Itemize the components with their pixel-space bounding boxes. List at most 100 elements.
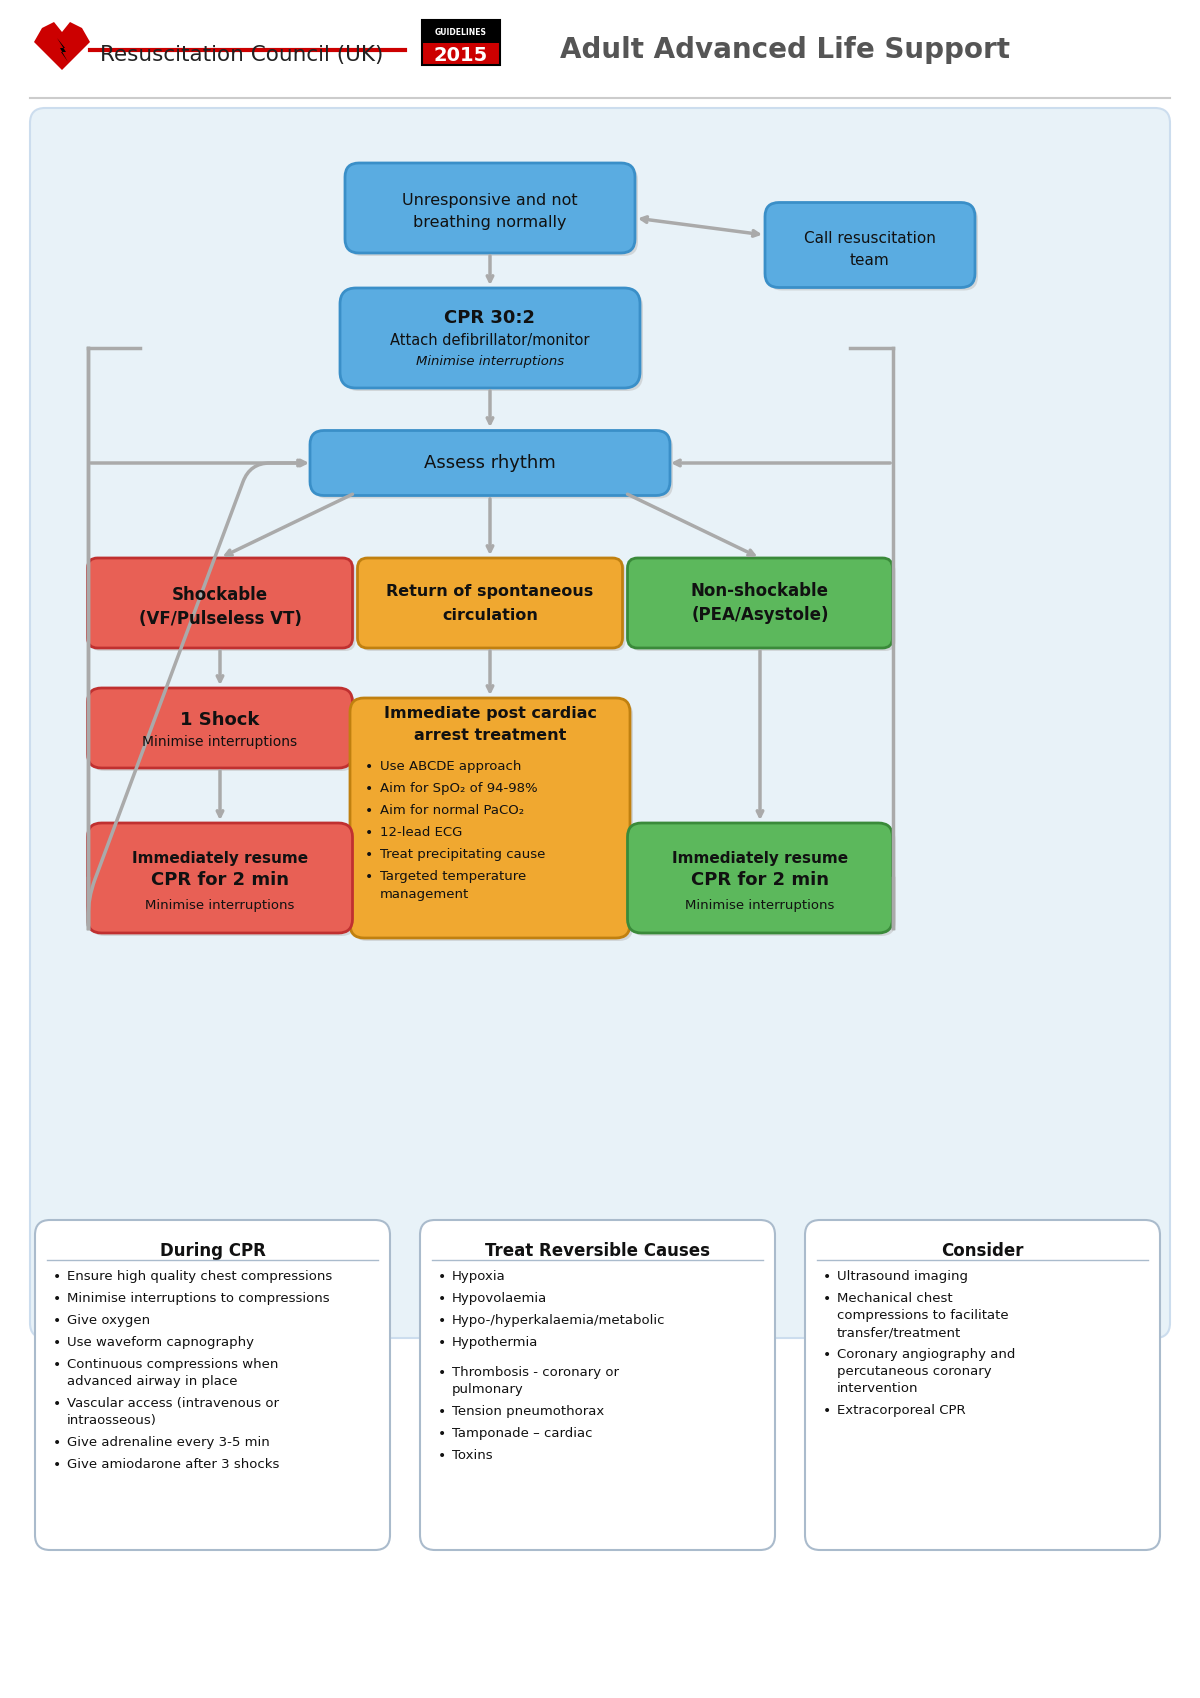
Text: CPR for 2 min: CPR for 2 min bbox=[151, 871, 289, 890]
Text: intervention: intervention bbox=[838, 1382, 918, 1396]
FancyBboxPatch shape bbox=[346, 163, 635, 253]
Text: Aim for normal PaCO₂: Aim for normal PaCO₂ bbox=[380, 803, 524, 817]
Text: intraosseous): intraosseous) bbox=[67, 1414, 157, 1426]
FancyBboxPatch shape bbox=[358, 559, 623, 649]
FancyBboxPatch shape bbox=[343, 290, 643, 391]
Text: Hypo-/hyperkalaemia/metabolic: Hypo-/hyperkalaemia/metabolic bbox=[452, 1314, 666, 1328]
Text: Unresponsive and not: Unresponsive and not bbox=[402, 192, 578, 207]
FancyBboxPatch shape bbox=[350, 698, 630, 937]
Text: Minimise interruptions: Minimise interruptions bbox=[685, 898, 835, 912]
FancyBboxPatch shape bbox=[422, 20, 500, 42]
Text: Aim for SpO₂ of 94-98%: Aim for SpO₂ of 94-98% bbox=[380, 783, 538, 795]
Text: (PEA/Asystole): (PEA/Asystole) bbox=[691, 606, 829, 623]
Text: During CPR: During CPR bbox=[160, 1241, 265, 1260]
Text: •: • bbox=[53, 1358, 61, 1372]
FancyBboxPatch shape bbox=[422, 42, 500, 65]
Text: GUIDELINES: GUIDELINES bbox=[436, 27, 487, 36]
Text: •: • bbox=[823, 1348, 832, 1362]
Text: arrest treatment: arrest treatment bbox=[414, 727, 566, 742]
Text: 2015: 2015 bbox=[434, 46, 488, 65]
Text: Tension pneumothorax: Tension pneumothorax bbox=[452, 1404, 605, 1418]
Text: compressions to facilitate: compressions to facilitate bbox=[838, 1309, 1009, 1323]
Text: Immediate post cardiac: Immediate post cardiac bbox=[384, 705, 596, 720]
FancyBboxPatch shape bbox=[348, 166, 638, 256]
FancyBboxPatch shape bbox=[628, 559, 893, 649]
Text: •: • bbox=[438, 1404, 446, 1420]
Text: •: • bbox=[823, 1292, 832, 1306]
Text: Attach defibrillator/monitor: Attach defibrillator/monitor bbox=[390, 333, 589, 348]
FancyBboxPatch shape bbox=[88, 559, 353, 649]
Text: Minimise interruptions to compressions: Minimise interruptions to compressions bbox=[67, 1292, 330, 1306]
Text: •: • bbox=[53, 1270, 61, 1284]
Text: Minimise interruptions: Minimise interruptions bbox=[143, 735, 298, 749]
Text: Tamponade – cardiac: Tamponade – cardiac bbox=[452, 1426, 593, 1440]
Text: Assess rhythm: Assess rhythm bbox=[424, 453, 556, 472]
FancyBboxPatch shape bbox=[630, 825, 895, 936]
Text: •: • bbox=[823, 1270, 832, 1284]
Text: CPR for 2 min: CPR for 2 min bbox=[691, 871, 829, 890]
Text: Use waveform capnography: Use waveform capnography bbox=[67, 1336, 254, 1348]
Text: transfer/treatment: transfer/treatment bbox=[838, 1326, 961, 1340]
FancyBboxPatch shape bbox=[353, 701, 634, 941]
Text: Hypoxia: Hypoxia bbox=[452, 1270, 505, 1284]
Text: Hypovolaemia: Hypovolaemia bbox=[452, 1292, 547, 1306]
Text: Continuous compressions when: Continuous compressions when bbox=[67, 1358, 278, 1370]
Text: •: • bbox=[365, 825, 373, 841]
Text: •: • bbox=[365, 783, 373, 796]
Text: Return of spontaneous: Return of spontaneous bbox=[386, 584, 594, 598]
Text: pulmonary: pulmonary bbox=[452, 1382, 523, 1396]
Polygon shape bbox=[58, 37, 68, 63]
Text: CPR 30:2: CPR 30:2 bbox=[444, 309, 535, 328]
Text: •: • bbox=[438, 1426, 446, 1442]
Text: Give amiodarone after 3 shocks: Give amiodarone after 3 shocks bbox=[67, 1459, 280, 1470]
FancyBboxPatch shape bbox=[310, 431, 670, 496]
Text: •: • bbox=[438, 1292, 446, 1306]
FancyBboxPatch shape bbox=[88, 688, 353, 767]
FancyBboxPatch shape bbox=[630, 560, 895, 650]
Text: Give adrenaline every 3-5 min: Give adrenaline every 3-5 min bbox=[67, 1437, 270, 1448]
Text: Call resuscitation: Call resuscitation bbox=[804, 231, 936, 246]
Text: •: • bbox=[438, 1314, 446, 1328]
FancyBboxPatch shape bbox=[768, 205, 978, 290]
Text: Ensure high quality chest compressions: Ensure high quality chest compressions bbox=[67, 1270, 332, 1284]
Text: •: • bbox=[438, 1270, 446, 1284]
Text: Treat Reversible Causes: Treat Reversible Causes bbox=[485, 1241, 710, 1260]
Text: Targeted temperature: Targeted temperature bbox=[380, 869, 527, 883]
FancyBboxPatch shape bbox=[88, 824, 353, 932]
Text: •: • bbox=[438, 1336, 446, 1350]
Text: •: • bbox=[365, 761, 373, 774]
Text: management: management bbox=[380, 888, 469, 902]
Text: Thrombosis - coronary or: Thrombosis - coronary or bbox=[452, 1365, 619, 1379]
Text: •: • bbox=[53, 1336, 61, 1350]
Text: Resuscitation Council (UK): Resuscitation Council (UK) bbox=[100, 46, 383, 65]
Text: Minimise interruptions: Minimise interruptions bbox=[145, 898, 295, 912]
Text: Toxins: Toxins bbox=[452, 1448, 493, 1462]
FancyBboxPatch shape bbox=[340, 289, 640, 389]
Text: Shockable: Shockable bbox=[172, 586, 268, 604]
Polygon shape bbox=[34, 22, 90, 70]
FancyBboxPatch shape bbox=[766, 202, 974, 287]
Text: Vascular access (intravenous or: Vascular access (intravenous or bbox=[67, 1397, 278, 1409]
Text: circulation: circulation bbox=[442, 608, 538, 623]
Text: team: team bbox=[850, 253, 890, 268]
Text: Adult Advanced Life Support: Adult Advanced Life Support bbox=[560, 36, 1010, 65]
FancyBboxPatch shape bbox=[805, 1219, 1160, 1550]
Text: •: • bbox=[365, 847, 373, 863]
Text: advanced airway in place: advanced airway in place bbox=[67, 1375, 238, 1387]
Text: •: • bbox=[823, 1404, 832, 1418]
Text: •: • bbox=[365, 869, 373, 885]
Text: Hypothermia: Hypothermia bbox=[452, 1336, 539, 1348]
Text: breathing normally: breathing normally bbox=[413, 214, 566, 229]
FancyBboxPatch shape bbox=[420, 1219, 775, 1550]
Text: Treat precipitating cause: Treat precipitating cause bbox=[380, 847, 545, 861]
Text: percutaneous coronary: percutaneous coronary bbox=[838, 1365, 991, 1379]
Text: Minimise interruptions: Minimise interruptions bbox=[416, 355, 564, 367]
Text: Non-shockable: Non-shockable bbox=[691, 582, 829, 599]
FancyBboxPatch shape bbox=[30, 109, 1170, 1338]
Text: •: • bbox=[438, 1448, 446, 1464]
Text: •: • bbox=[53, 1459, 61, 1472]
Text: 1 Shock: 1 Shock bbox=[180, 711, 259, 728]
Text: •: • bbox=[53, 1292, 61, 1306]
FancyBboxPatch shape bbox=[628, 824, 893, 932]
Text: •: • bbox=[53, 1397, 61, 1411]
